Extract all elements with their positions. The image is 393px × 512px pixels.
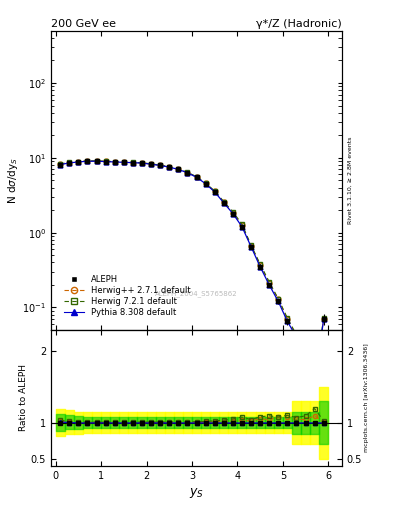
Text: γ*/Z (Hadronic): γ*/Z (Hadronic) <box>256 18 342 29</box>
Y-axis label: Ratio to ALEPH: Ratio to ALEPH <box>19 365 28 432</box>
X-axis label: $y_S$: $y_S$ <box>189 486 204 500</box>
Text: 200 GeV ee: 200 GeV ee <box>51 18 116 29</box>
Y-axis label: mcplots.cern.ch [arXiv:1306.3436]: mcplots.cern.ch [arXiv:1306.3436] <box>364 344 369 452</box>
Legend: ALEPH, Herwig++ 2.7.1 default, Herwig 7.2.1 default, Pythia 8.308 default: ALEPH, Herwig++ 2.7.1 default, Herwig 7.… <box>61 272 193 320</box>
Y-axis label: Rivet 3.1.10, ≥ 2.8M events: Rivet 3.1.10, ≥ 2.8M events <box>348 137 353 224</box>
Y-axis label: N d$\sigma$/dy$_S$: N d$\sigma$/dy$_S$ <box>6 157 20 204</box>
Text: ALEPH_2004_S5765862: ALEPH_2004_S5765862 <box>155 291 238 297</box>
